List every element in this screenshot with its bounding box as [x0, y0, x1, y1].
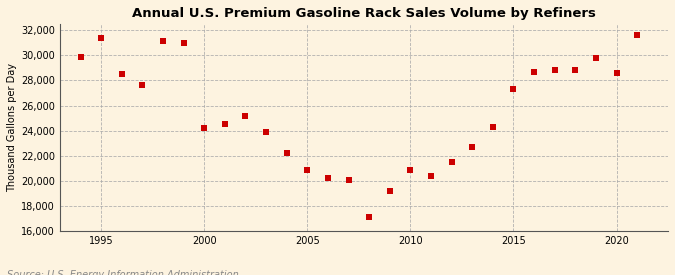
Point: [487, 125, 498, 129]
Point: [446, 160, 457, 164]
Point: [467, 145, 478, 149]
Point: [570, 68, 580, 73]
Point: [529, 69, 539, 74]
Point: [323, 176, 333, 181]
Text: Source: U.S. Energy Information Administration: Source: U.S. Energy Information Administ…: [7, 271, 238, 275]
Point: [549, 68, 560, 73]
Point: [302, 167, 313, 172]
Point: [611, 71, 622, 75]
Point: [199, 126, 210, 130]
Point: [364, 215, 375, 219]
Title: Annual U.S. Premium Gasoline Rack Sales Volume by Refiners: Annual U.S. Premium Gasoline Rack Sales …: [132, 7, 596, 20]
Y-axis label: Thousand Gallons per Day: Thousand Gallons per Day: [7, 63, 17, 192]
Point: [219, 122, 230, 127]
Point: [137, 83, 148, 88]
Point: [632, 33, 643, 37]
Point: [240, 113, 251, 118]
Point: [178, 40, 189, 45]
Point: [261, 130, 271, 134]
Point: [591, 56, 601, 60]
Point: [508, 87, 519, 91]
Point: [281, 151, 292, 155]
Point: [75, 54, 86, 59]
Point: [384, 189, 395, 193]
Point: [426, 174, 437, 178]
Point: [343, 177, 354, 182]
Point: [405, 167, 416, 172]
Point: [116, 72, 127, 76]
Point: [96, 35, 107, 40]
Point: [158, 39, 169, 44]
